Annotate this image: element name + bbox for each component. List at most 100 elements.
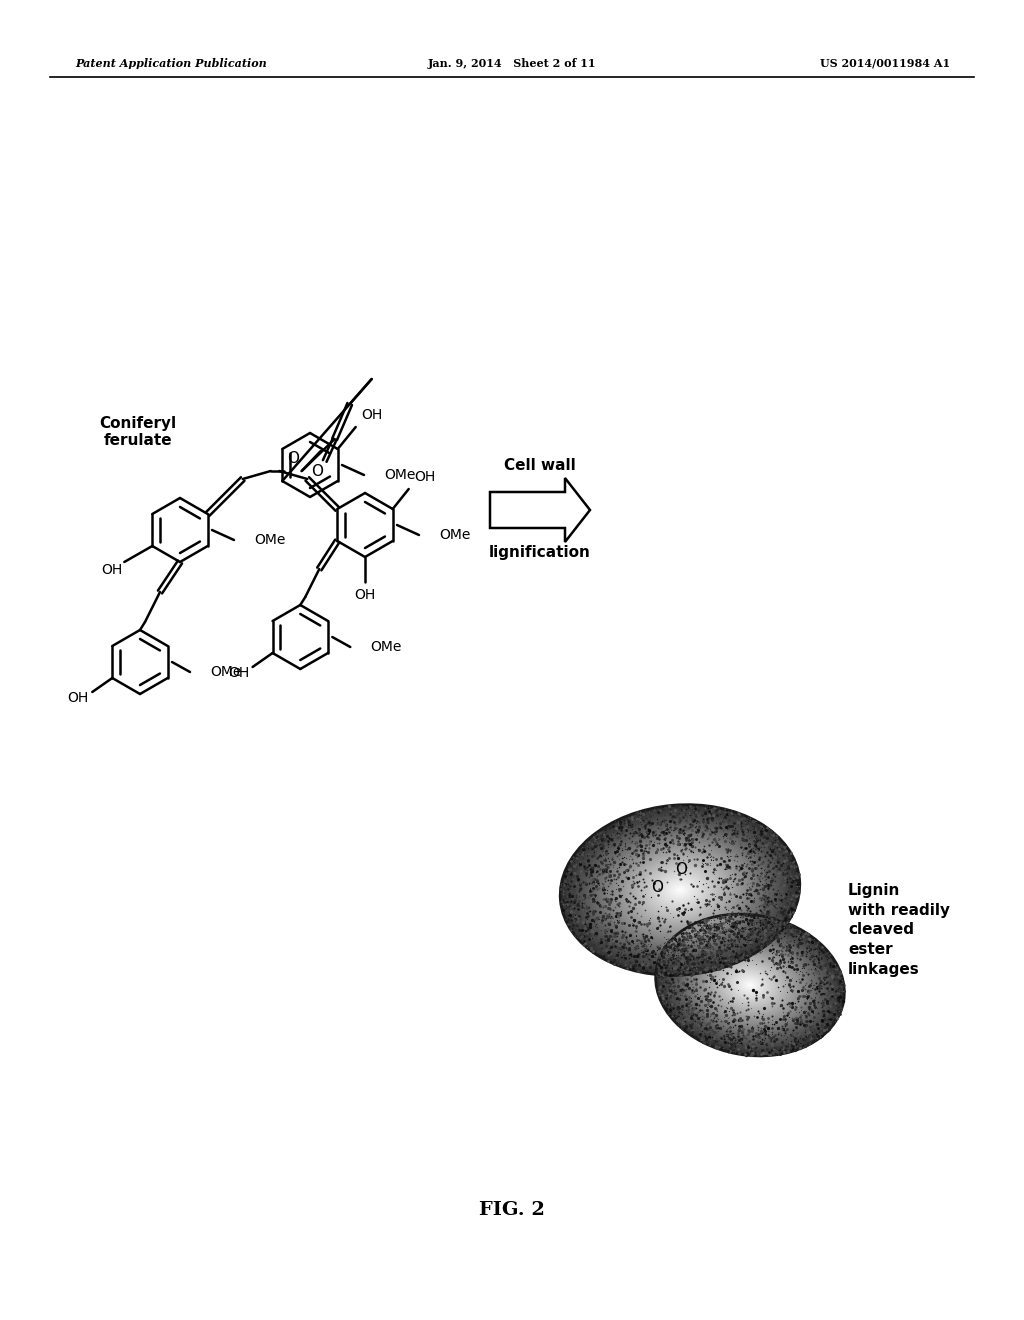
Text: OMe: OMe: [384, 469, 416, 482]
Ellipse shape: [685, 937, 814, 1034]
Ellipse shape: [740, 978, 760, 993]
Ellipse shape: [698, 946, 802, 1024]
Ellipse shape: [672, 925, 828, 1044]
Ellipse shape: [713, 957, 787, 1014]
Ellipse shape: [749, 983, 752, 986]
Ellipse shape: [660, 917, 840, 1052]
Ellipse shape: [584, 822, 776, 958]
Ellipse shape: [684, 936, 816, 1035]
Ellipse shape: [723, 965, 777, 1005]
Ellipse shape: [670, 925, 830, 1045]
Ellipse shape: [742, 979, 758, 991]
Ellipse shape: [746, 982, 753, 987]
Ellipse shape: [646, 866, 714, 915]
Ellipse shape: [716, 960, 784, 1011]
Ellipse shape: [745, 982, 755, 989]
Ellipse shape: [706, 952, 794, 1018]
Text: Patent Application Publication: Patent Application Publication: [75, 58, 266, 69]
Ellipse shape: [676, 929, 824, 1040]
Ellipse shape: [577, 816, 783, 964]
Ellipse shape: [719, 961, 781, 1008]
Ellipse shape: [702, 949, 797, 1020]
Ellipse shape: [642, 863, 718, 917]
Ellipse shape: [660, 875, 700, 904]
Text: Coniferyl
ferulate: Coniferyl ferulate: [99, 416, 176, 449]
Ellipse shape: [657, 915, 843, 1055]
Text: US 2014/0011984 A1: US 2014/0011984 A1: [820, 58, 950, 69]
Ellipse shape: [572, 813, 787, 966]
Ellipse shape: [654, 871, 706, 908]
Ellipse shape: [658, 874, 702, 906]
Ellipse shape: [681, 933, 819, 1038]
Ellipse shape: [731, 970, 769, 999]
Text: OMe: OMe: [210, 665, 242, 678]
Text: OH: OH: [415, 470, 436, 484]
Ellipse shape: [689, 939, 811, 1031]
Ellipse shape: [598, 832, 762, 948]
Ellipse shape: [621, 847, 740, 933]
Text: Cell wall: Cell wall: [504, 458, 575, 473]
Ellipse shape: [714, 958, 786, 1012]
Ellipse shape: [728, 969, 772, 1002]
Ellipse shape: [682, 935, 817, 1036]
Ellipse shape: [608, 838, 752, 941]
Ellipse shape: [720, 962, 780, 1007]
Ellipse shape: [655, 915, 845, 1056]
Ellipse shape: [678, 888, 682, 891]
Ellipse shape: [729, 970, 770, 1001]
Ellipse shape: [652, 870, 708, 909]
Ellipse shape: [734, 973, 766, 997]
Text: OMe: OMe: [439, 528, 470, 543]
Ellipse shape: [616, 845, 743, 936]
Ellipse shape: [583, 820, 778, 960]
Text: Jan. 9, 2014   Sheet 2 of 11: Jan. 9, 2014 Sheet 2 of 11: [428, 58, 596, 69]
Ellipse shape: [666, 921, 835, 1049]
Ellipse shape: [675, 928, 825, 1041]
Ellipse shape: [590, 826, 770, 954]
Ellipse shape: [594, 829, 766, 952]
Text: OMe: OMe: [371, 640, 401, 653]
Text: O: O: [287, 451, 299, 466]
Text: O: O: [310, 463, 323, 479]
FancyArrow shape: [490, 478, 590, 543]
Ellipse shape: [624, 850, 736, 929]
Ellipse shape: [581, 818, 780, 961]
Ellipse shape: [672, 884, 688, 896]
Ellipse shape: [636, 859, 724, 921]
Ellipse shape: [663, 878, 698, 903]
Text: OH: OH: [101, 564, 123, 577]
Ellipse shape: [634, 857, 726, 923]
Ellipse shape: [650, 869, 710, 911]
Ellipse shape: [699, 948, 801, 1023]
Ellipse shape: [687, 937, 813, 1032]
Ellipse shape: [705, 950, 796, 1019]
Ellipse shape: [693, 942, 807, 1027]
Ellipse shape: [662, 919, 838, 1051]
Text: Lignin
with readily
cleaved
ester
linkages: Lignin with readily cleaved ester linkag…: [848, 883, 950, 977]
Ellipse shape: [736, 974, 764, 995]
Ellipse shape: [566, 809, 794, 972]
Ellipse shape: [612, 842, 748, 939]
Ellipse shape: [638, 861, 722, 920]
Ellipse shape: [656, 873, 703, 907]
Text: OMe: OMe: [254, 533, 286, 546]
Ellipse shape: [737, 975, 763, 994]
Ellipse shape: [630, 854, 730, 925]
Ellipse shape: [600, 833, 760, 946]
Ellipse shape: [722, 964, 778, 1006]
Ellipse shape: [628, 853, 732, 927]
Ellipse shape: [562, 807, 798, 974]
Ellipse shape: [579, 817, 781, 962]
Ellipse shape: [670, 883, 690, 898]
Ellipse shape: [618, 846, 741, 935]
Ellipse shape: [690, 940, 810, 1030]
Ellipse shape: [709, 954, 791, 1015]
Ellipse shape: [733, 972, 767, 998]
Ellipse shape: [658, 916, 841, 1053]
Ellipse shape: [666, 880, 694, 900]
Ellipse shape: [606, 837, 754, 942]
Ellipse shape: [696, 945, 804, 1026]
Ellipse shape: [692, 941, 808, 1028]
Ellipse shape: [602, 834, 758, 945]
Ellipse shape: [664, 879, 696, 902]
